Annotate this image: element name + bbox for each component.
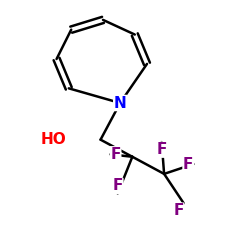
- Text: F: F: [156, 142, 167, 157]
- Text: N: N: [114, 96, 126, 110]
- Text: HO: HO: [40, 132, 66, 147]
- Text: F: F: [112, 178, 123, 194]
- Text: F: F: [183, 156, 194, 172]
- Text: F: F: [110, 147, 121, 162]
- Text: F: F: [173, 203, 184, 218]
